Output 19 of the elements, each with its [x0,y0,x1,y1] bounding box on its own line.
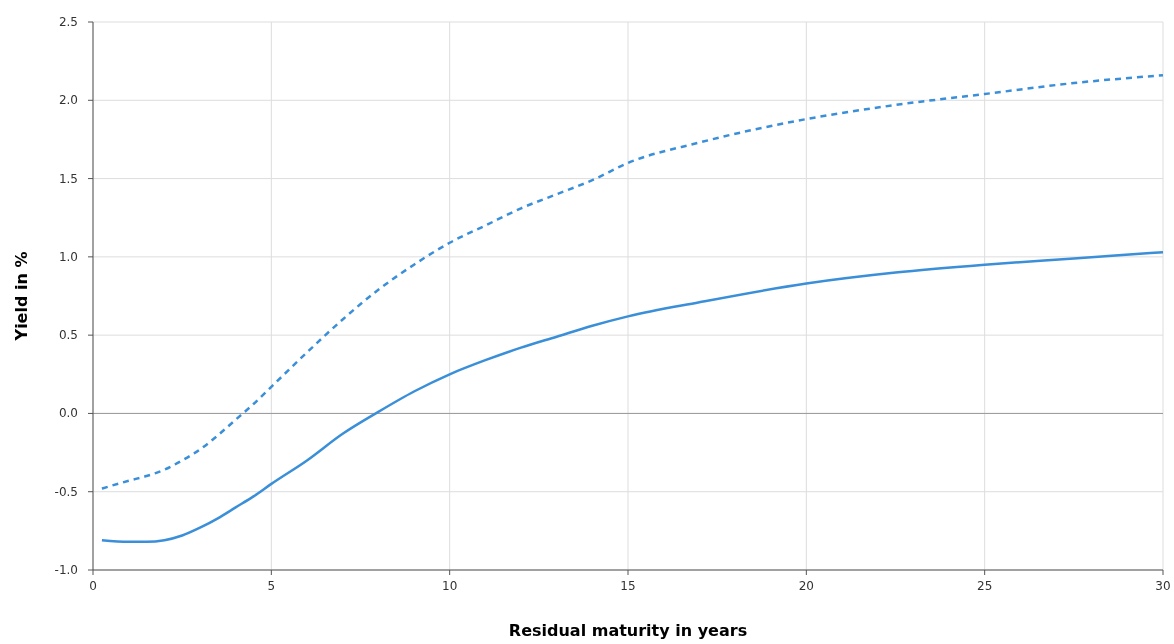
x-tick-label: 15 [620,579,636,593]
x-tick-label: 0 [89,579,97,593]
x-tick-label: 10 [442,579,458,593]
y-tick-label: -0.5 [54,484,78,499]
y-tick-label: 2.0 [58,93,78,108]
y-tick-label: 0.0 [58,406,78,421]
line-series [100,250,1165,544]
x-tick-label: 25 [977,579,993,593]
y-axis-title: Yield in % [12,251,31,342]
x-axis-title: Residual maturity in years [508,621,748,640]
y-tick-label: 1.5 [58,171,78,186]
y-tick-label: -1.0 [54,563,78,577]
y-tick-label: 1.0 [58,249,78,264]
x-tick-label: 20 [798,579,814,593]
x-tick-label: 5 [267,579,276,593]
y-tick-label: 2.5 [58,15,78,29]
x-tick-label: 30 [1155,579,1171,593]
y-tick-label: 0.5 [58,328,78,343]
line-series [100,73,1165,490]
